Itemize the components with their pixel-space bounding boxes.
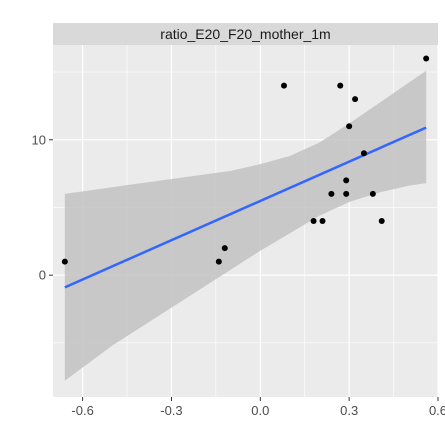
x-tick-label: -0.3 [160, 403, 182, 418]
data-point [369, 190, 376, 197]
data-point [319, 218, 326, 224]
data-point [61, 258, 68, 265]
data-point [346, 123, 353, 130]
x-axis: -0.6 -0.3 0.0 0.3 0.6 [71, 397, 445, 418]
y-tick-label: 0 [39, 268, 46, 283]
data-point [215, 258, 222, 265]
y-tick-label: 10 [32, 132, 46, 147]
data-point [423, 55, 430, 62]
y-axis: 0 10 [32, 132, 53, 283]
data-point [337, 82, 344, 89]
data-point [343, 190, 350, 197]
data-point [310, 218, 317, 224]
x-tick-label: 0.3 [340, 403, 358, 418]
confidence-band [64, 70, 427, 381]
data-point [343, 177, 350, 184]
x-tick-label: -0.6 [71, 403, 93, 418]
data-points [61, 55, 430, 265]
x-tick-label: 0.0 [251, 403, 269, 418]
data-point [378, 218, 385, 224]
data-point [281, 82, 287, 89]
data-point [360, 150, 367, 157]
data-point [328, 190, 335, 197]
facet-title: ratio_E20_F20_mother_1m [160, 26, 330, 42]
x-tick-label: 0.6 [429, 403, 445, 418]
data-point [221, 245, 228, 252]
data-point [352, 96, 359, 103]
facet-strip [53, 23, 438, 45]
